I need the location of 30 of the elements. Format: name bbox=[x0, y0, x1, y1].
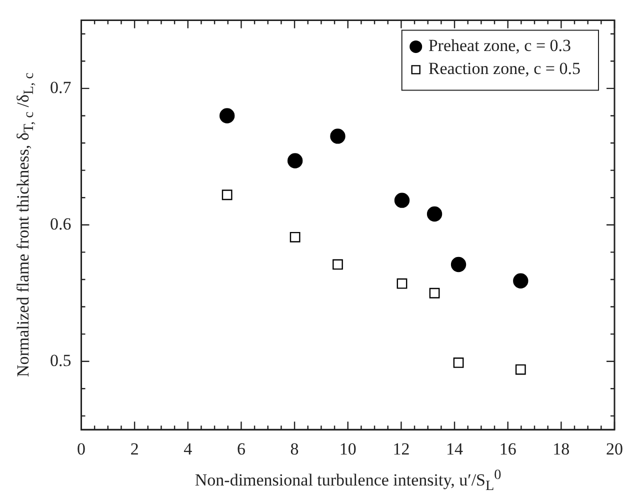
y-tick-label: 0.7 bbox=[50, 78, 72, 97]
point bbox=[450, 256, 466, 272]
point bbox=[332, 259, 343, 270]
x-tick-label: 16 bbox=[499, 439, 516, 458]
point bbox=[513, 273, 528, 288]
point bbox=[394, 192, 410, 208]
point bbox=[287, 153, 303, 168]
y-tick-label: 0.5 bbox=[50, 350, 72, 370]
x-tick-label: 2 bbox=[130, 439, 139, 458]
y-tick-label: 0.6 bbox=[50, 214, 72, 234]
legend-label: Reaction zone, c = 0.5 bbox=[428, 59, 581, 78]
point bbox=[396, 278, 408, 289]
point bbox=[429, 288, 440, 298]
x-tick-label: 0 bbox=[77, 439, 86, 458]
x-tick-label: 10 bbox=[339, 439, 356, 458]
x-tick-label: 6 bbox=[236, 439, 246, 458]
x-tick-label: 18 bbox=[552, 439, 570, 458]
point bbox=[453, 358, 464, 368]
x-tick-label: 8 bbox=[290, 439, 299, 458]
point bbox=[330, 128, 346, 144]
point bbox=[222, 190, 232, 200]
point bbox=[515, 364, 526, 375]
legend-label: Preheat zone, c = 0.3 bbox=[428, 36, 572, 56]
x-tick-label: 14 bbox=[446, 439, 464, 458]
point bbox=[219, 108, 235, 124]
point bbox=[290, 232, 300, 242]
point bbox=[426, 206, 442, 222]
x-tick-label: 12 bbox=[392, 439, 410, 458]
x-tick-label: 20 bbox=[606, 439, 623, 458]
x-tick-label: 4 bbox=[184, 439, 193, 458]
